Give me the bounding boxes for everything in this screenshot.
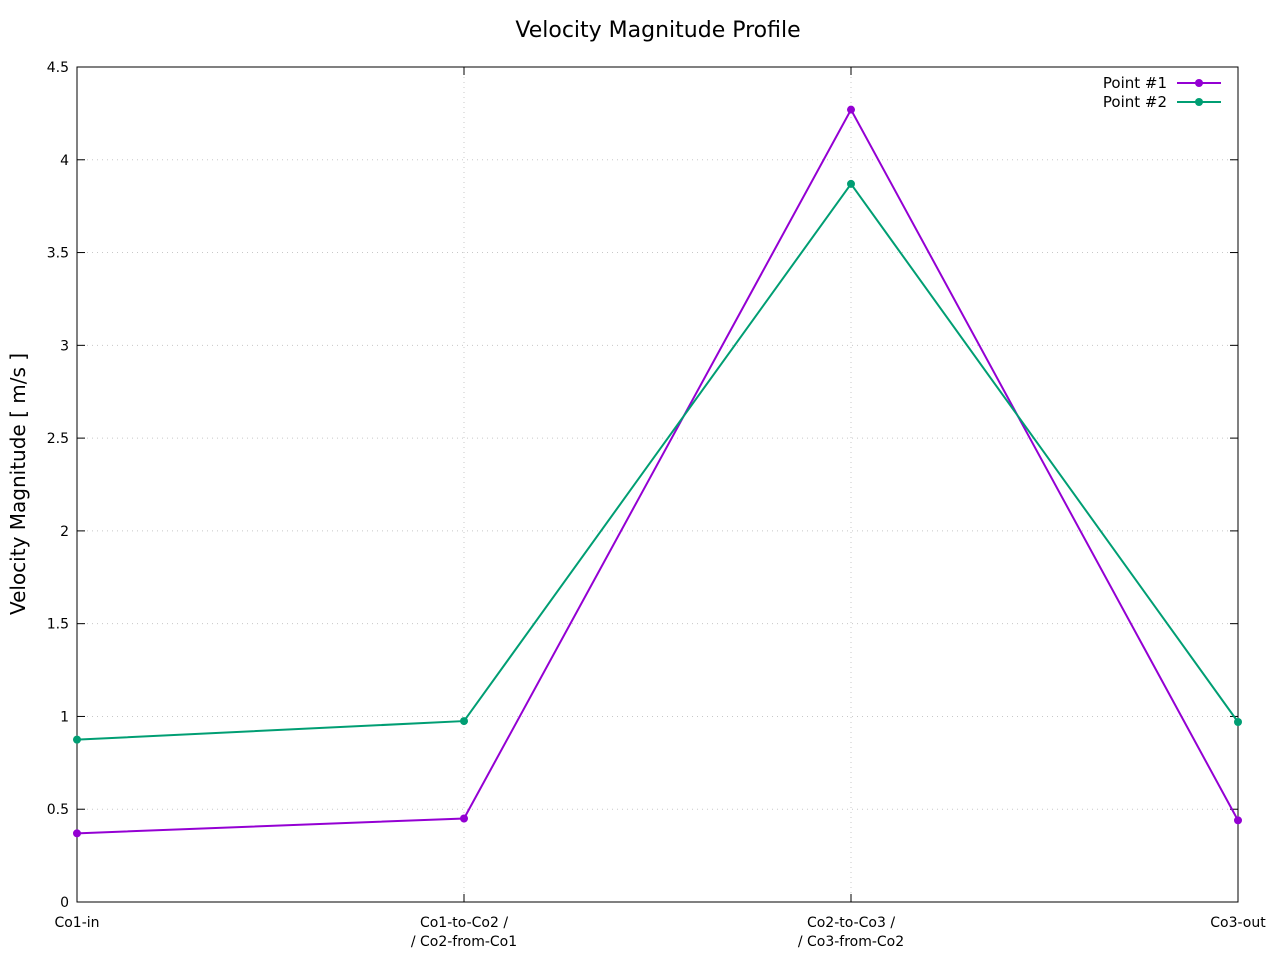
legend-label-2: Point #2 [1103, 93, 1167, 111]
series-line-2 [76, 182, 1239, 741]
series-point-1 [460, 814, 468, 823]
legend-marker-2 [1195, 98, 1203, 106]
series-point-1 [1234, 816, 1242, 825]
legend-label-1: Point #1 [1103, 74, 1167, 92]
y-tick-label: 4 [60, 153, 69, 169]
series-point-2 [847, 179, 855, 188]
x-tick-label: Co1-in [54, 915, 99, 931]
series-point-2 [460, 717, 468, 726]
series-point-1 [847, 105, 855, 114]
tick-layer: 0 0.5 1 1.5 2 2.5 3 3.5 4 4.5 Co1-in Co1-to-Co2 / / … [47, 60, 1267, 950]
series-point-1 [73, 829, 81, 838]
chart-title: Velocity Magnitude Profile [515, 18, 800, 43]
y-tick-label: 1.5 [47, 617, 69, 633]
series-point-2 [73, 735, 81, 744]
series-point-2 [1234, 718, 1242, 727]
plot-frame [76, 66, 1239, 903]
y-tick-label: 2 [60, 524, 69, 540]
y-axis-label: Velocity Magnitude [ m/s ] [6, 353, 30, 615]
y-tick-label: 3.5 [47, 246, 69, 262]
legend-marker-1 [1195, 79, 1203, 87]
y-tick-label: 1 [60, 709, 69, 725]
x-tick-label: Co3-out [1210, 915, 1266, 931]
y-tick-label: 0 [60, 895, 69, 911]
x-tick-label: / Co2-from-Co1 [411, 934, 517, 950]
x-tick-label: / Co3-from-Co2 [798, 934, 904, 950]
y-tick-label: 3 [60, 338, 69, 354]
x-tick-label: Co2-to-Co3 / [807, 915, 895, 931]
y-tick-label: 0.5 [47, 802, 69, 818]
grid-layer [77, 67, 1238, 902]
y-tick-label: 2.5 [47, 431, 69, 447]
series-line-1 [76, 107, 1239, 835]
series-layer [73, 105, 1242, 838]
x-tick-label: Co1-to-Co2 / [420, 915, 508, 931]
y-tick-label: 4.5 [47, 60, 69, 76]
